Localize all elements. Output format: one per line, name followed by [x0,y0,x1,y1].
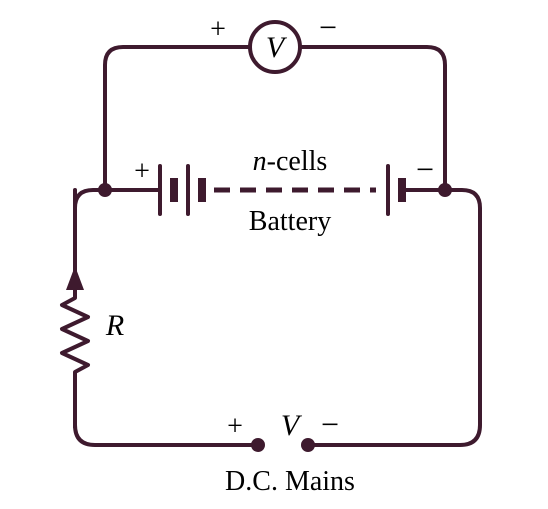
mains-label: D.C. Mains [225,466,355,497]
mains-terminal-left [251,438,265,452]
battery-cells-left [160,166,202,214]
resistor-label: R [105,309,124,342]
voltmeter-plus: + [210,14,226,45]
voltmeter-wire-left [105,47,250,190]
mains-minus: − [321,406,339,442]
battery-plus: + [134,156,150,187]
mains-v-label: V [281,409,303,442]
battery-top-label: n-cells [253,146,328,177]
battery-cell-right [388,166,402,214]
battery-minus: − [416,151,434,187]
mains-terminal-right [301,438,315,452]
node-top-left [98,183,112,197]
resistor [62,290,88,380]
battery-bottom-label: Battery [249,206,331,237]
node-top-right [438,183,452,197]
mains-plus: + [227,411,243,442]
voltmeter-minus: − [319,9,337,45]
current-arrow [66,266,84,290]
voltmeter-label: V [266,31,288,64]
